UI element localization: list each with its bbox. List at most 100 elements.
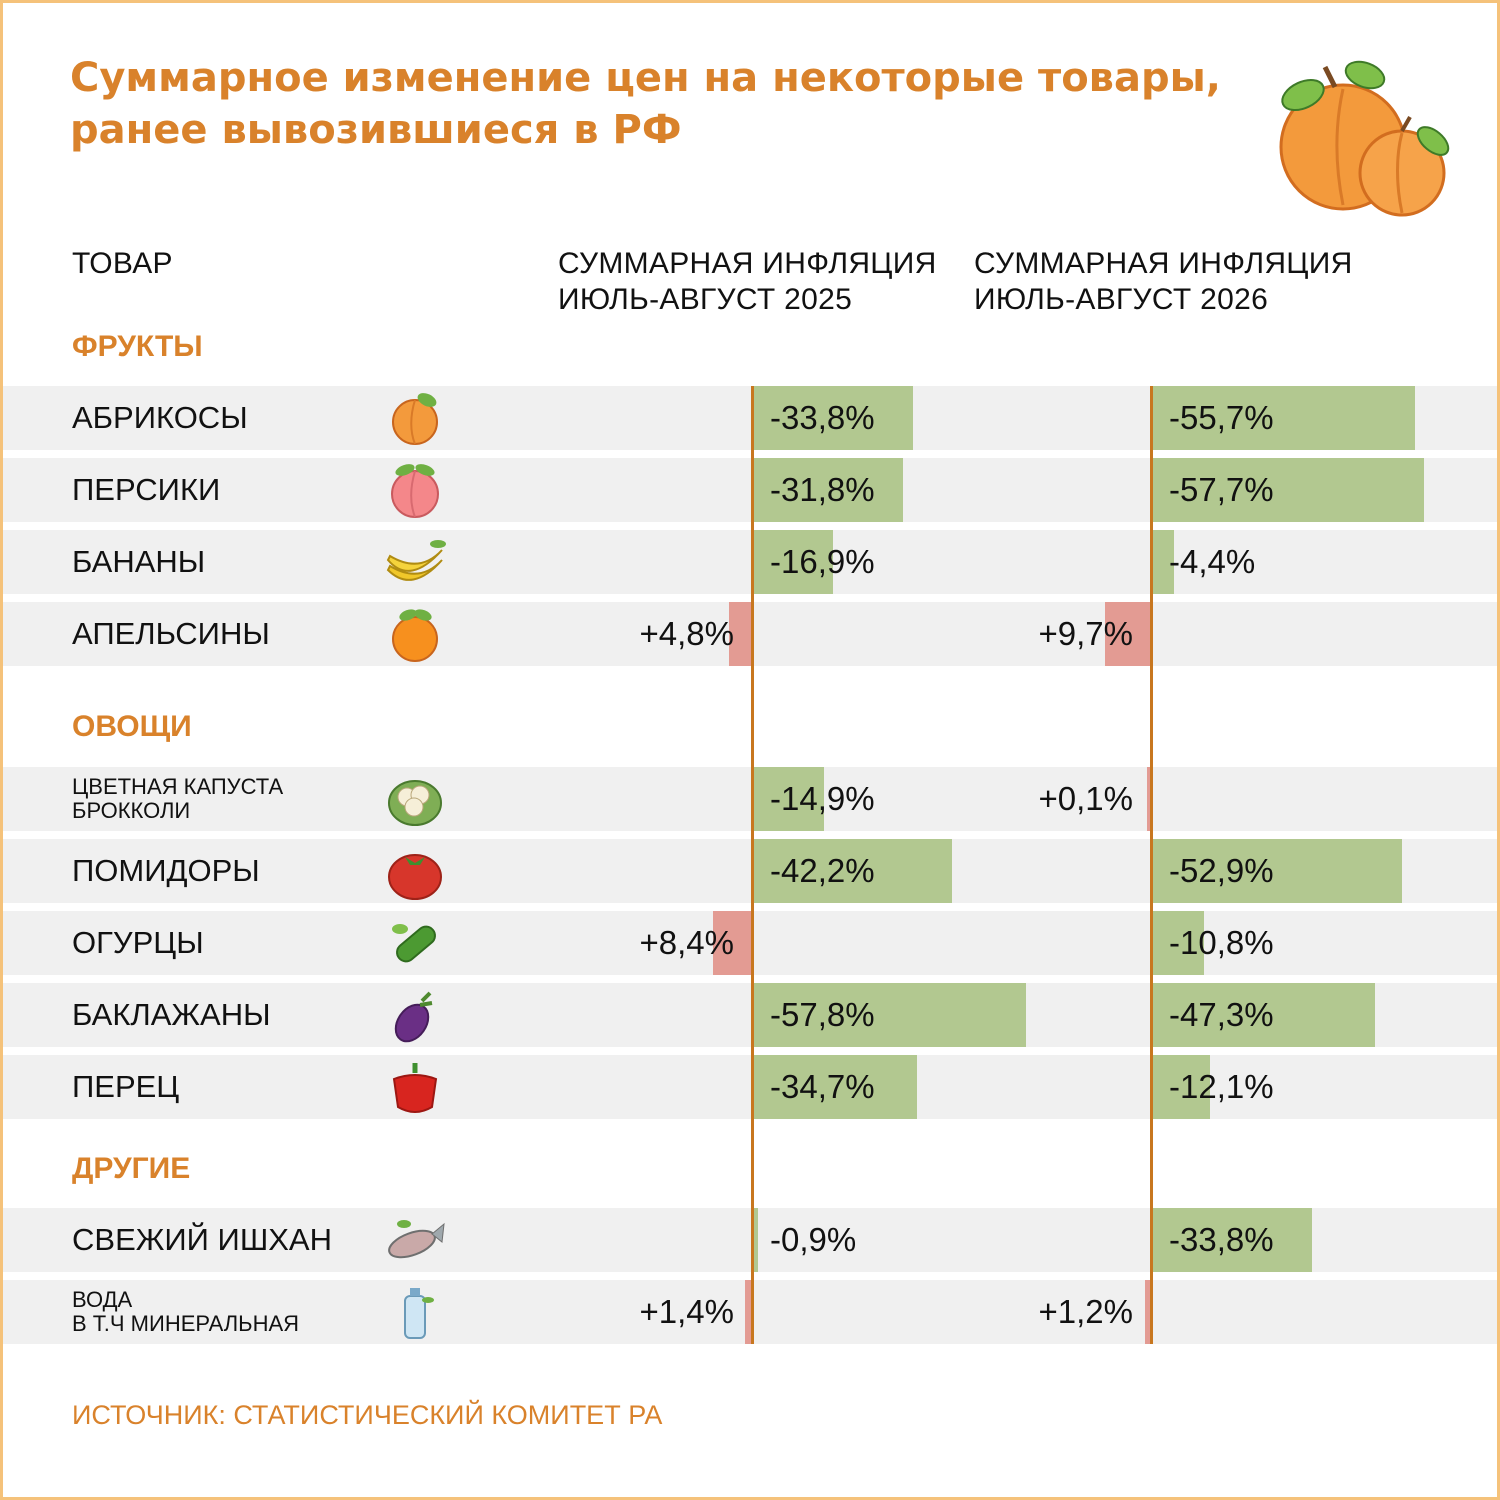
series-2025-bar (754, 839, 953, 903)
header-2026: СУММАРНАЯ ИНФЛЯЦИЯ ИЮЛЬ-АВГУСТ 2026 (974, 246, 1353, 318)
series-2026-bar (1153, 1208, 1312, 1272)
series-2025-value-label: +1,4% (639, 1293, 735, 1330)
peach-icon (380, 458, 450, 522)
series-2025-bar (754, 530, 834, 594)
product-label: АПЕЛЬСИНЫ (72, 616, 270, 651)
pepper-icon-graphic (392, 1063, 438, 1113)
zero-axis-2025 (751, 386, 754, 1344)
product-label: АБРИКОСЫ (72, 400, 248, 435)
series-2026-value-label: +1,2% (1038, 1293, 1134, 1330)
series-2026-value-label: -55,7% (1169, 399, 1274, 436)
table-row: ЦВЕТНАЯ КАПУСТА БРОККОЛИ -14,9% +0,1% (0, 767, 1500, 831)
series-2025-bar (745, 1280, 752, 1344)
series-2025-value-label: -42,2% (770, 852, 875, 889)
fish-icon (380, 1208, 450, 1272)
series-2025-value-label: +4,8% (639, 615, 735, 652)
table-row: ОГУРЦЫ +8,4% -10,8% (0, 911, 1500, 975)
apricots-icon (1279, 60, 1450, 217)
product-label: ОГУРЦЫ (72, 925, 204, 960)
series-2025-value-label: -33,8% (770, 399, 875, 436)
series-2026-bar (1153, 839, 1402, 903)
series-2026-value-label: +9,7% (1038, 615, 1134, 652)
product-label: БАКЛАЖАНЫ (72, 997, 271, 1032)
series-2025-value-label: -0,9% (770, 1221, 857, 1258)
banana-icon (380, 530, 450, 594)
series-2025-value-label: -14,9% (770, 780, 875, 817)
orange-icon (380, 602, 450, 666)
header-product: ТОВАР (72, 247, 173, 280)
series-2026-bar (1153, 386, 1415, 450)
zero-axis-2026 (1150, 386, 1153, 1344)
product-label: ВОДА В Т.Ч МИНЕРАЛЬНАЯ (72, 1287, 300, 1336)
series-2025-value-label: +8,4% (639, 924, 735, 961)
cucumber-icon-graphic (392, 924, 436, 963)
table-row: БАКЛАЖАНЫ -57,8% -47,3% (0, 983, 1500, 1047)
eggplant-icon-graphic (394, 991, 433, 1043)
cauliflower-icon-graphic (388, 780, 442, 826)
banana-icon-graphic (386, 540, 446, 581)
series-2026-value-label: -47,3% (1169, 996, 1274, 1033)
water-bottle-icon-graphic (404, 1288, 434, 1339)
series-2026-bar (1153, 983, 1376, 1047)
eggplant-icon (380, 983, 450, 1047)
title-line-1: Суммарное изменение цен на некоторые тов… (70, 55, 1221, 101)
series-2026-bar (1145, 1280, 1151, 1344)
product-label: БАНАНЫ (72, 544, 206, 579)
series-2026-bar (1153, 530, 1174, 594)
series-2026-value-label: -33,8% (1169, 1221, 1274, 1258)
table-row: ВОДА В Т.Ч МИНЕРАЛЬНАЯ +1,4% +1,2% (0, 1280, 1500, 1344)
series-2025-value-label: -34,7% (770, 1068, 875, 1105)
table-row: ПОМИДОРЫ -42,2% -52,9% (0, 839, 1500, 903)
series-2026-bar (1153, 1055, 1210, 1119)
series-2025-bar (729, 602, 752, 666)
product-label: СВЕЖИЙ ИШХАН (72, 1222, 332, 1257)
series-2026-value-label: -52,9% (1169, 852, 1274, 889)
cucumber-icon (380, 911, 450, 975)
chart-title: Суммарное изменение цен на некоторые тов… (70, 52, 1270, 156)
series-2026-value-label: -12,1% (1169, 1068, 1274, 1105)
cauliflower-icon (380, 767, 450, 831)
category-label: ФРУКТЫ (72, 330, 203, 363)
product-label: ПЕРСИКИ (72, 472, 221, 507)
product-label: ПОМИДОРЫ (72, 853, 260, 888)
source-note: ИСТОЧНИК: СТАТИСТИЧЕСКИЙ КОМИТЕТ РА (72, 1400, 663, 1430)
table-row: ПЕРСИКИ -31,8% -57,7% (0, 458, 1500, 522)
tomato-icon-graphic (388, 854, 442, 900)
category-label: ДРУГИЕ (72, 1152, 191, 1185)
apricot-icon (380, 386, 450, 450)
product-label: ПЕРЕЦ (72, 1069, 180, 1104)
orange-icon-graphic (392, 609, 438, 662)
series-2025-bar (754, 767, 825, 831)
series-2026-value-label: +0,1% (1038, 780, 1134, 817)
series-2026-bar (1153, 458, 1425, 522)
pepper-icon (380, 1055, 450, 1119)
header-2025-line-1: СУММАРНАЯ ИНФЛЯЦИЯ (558, 247, 937, 280)
fish-icon-graphic (388, 1220, 445, 1259)
tomato-icon (380, 839, 450, 903)
header-2026-line-1: СУММАРНАЯ ИНФЛЯЦИЯ (974, 247, 1353, 280)
series-2025-bar (754, 1055, 918, 1119)
header-2026-line-2: ИЮЛЬ-АВГУСТ 2026 (974, 283, 1269, 316)
series-2025-value-label: -57,8% (770, 996, 875, 1033)
series-2025-bar (754, 386, 913, 450)
series-2026-value-label: -57,7% (1169, 471, 1274, 508)
series-2026-bar (1105, 602, 1151, 666)
series-2026-value-label: -10,8% (1169, 924, 1274, 961)
table-row: ПЕРЕЦ -34,7% -12,1% (0, 1055, 1500, 1119)
series-2025-bar (712, 911, 752, 975)
header-2025-line-2: ИЮЛЬ-АВГУСТ 2025 (558, 283, 853, 316)
series-2026-bar (1153, 911, 1204, 975)
product-label: ЦВЕТНАЯ КАПУСТА БРОККОЛИ (72, 774, 284, 823)
peach-icon-graphic (391, 464, 439, 518)
series-2025-bar (754, 983, 1026, 1047)
series-2025-value-label: -16,9% (770, 543, 875, 580)
table-row: БАНАНЫ -16,9% -4,4% (0, 530, 1500, 594)
table-row: АБРИКОСЫ -33,8% -55,7% (0, 386, 1500, 450)
category-label: ОВОЩИ (72, 710, 192, 743)
series-2025-bar (754, 1208, 759, 1272)
title-line-2: ранее вывозившиеся в РФ (70, 107, 682, 153)
water-bottle-icon (380, 1280, 450, 1344)
table-row: АПЕЛЬСИНЫ +4,8% +9,7% (0, 602, 1500, 666)
header-2025: СУММАРНАЯ ИНФЛЯЦИЯ ИЮЛЬ-АВГУСТ 2025 (558, 246, 937, 318)
